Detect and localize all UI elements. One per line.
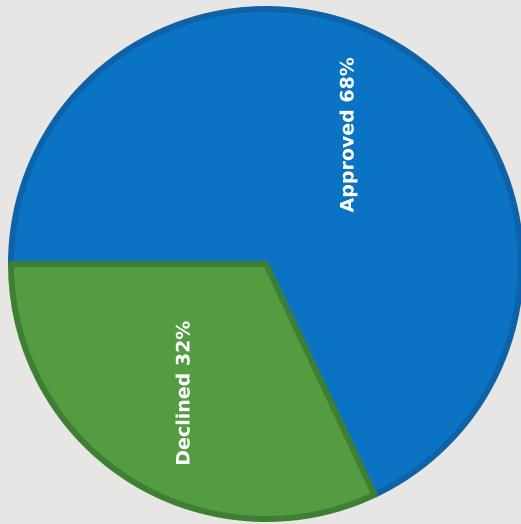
- pie-slices: [8, 6, 521, 522]
- pie-slice-approved: [8, 6, 521, 498]
- pie-label-declined: Declined 32%: [173, 321, 195, 466]
- pie-label-approved: Approved 68%: [336, 57, 358, 212]
- pie-slice-declined: [8, 261, 378, 522]
- pie-labels: Approved 68% Declined 32%: [173, 57, 359, 466]
